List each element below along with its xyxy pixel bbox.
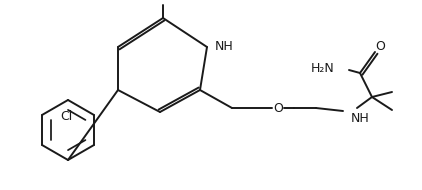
Text: H₂N: H₂N xyxy=(311,62,335,74)
Text: NH: NH xyxy=(215,40,234,54)
Text: NH: NH xyxy=(351,112,370,124)
Text: O: O xyxy=(375,40,385,54)
Text: Cl: Cl xyxy=(60,110,72,123)
Text: O: O xyxy=(273,101,283,115)
